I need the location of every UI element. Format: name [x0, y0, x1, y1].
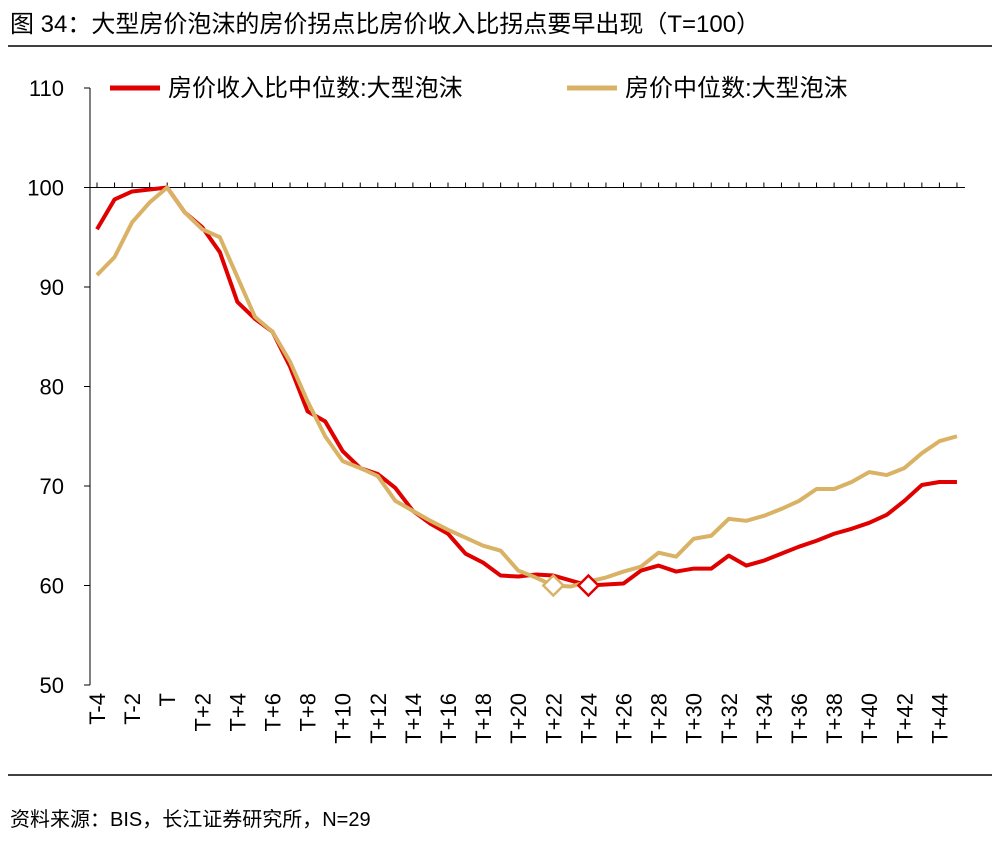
- x-tick-label: T+42: [892, 693, 917, 744]
- x-tick-label: T+28: [647, 693, 672, 744]
- y-tick-label: 90: [40, 275, 64, 300]
- x-tick-label: T+6: [261, 693, 286, 732]
- x-tick-label: T+12: [366, 693, 391, 744]
- chart-title: 图 34：大型房价泡沫的房价拐点比房价收入比拐点要早出现（T=100）: [10, 11, 760, 38]
- y-tick-label: 110: [29, 76, 64, 101]
- x-tick-label: T+20: [506, 693, 531, 744]
- x-tick-label: T+36: [787, 693, 812, 744]
- x-tick-label: T+14: [401, 693, 426, 744]
- x-tick-label: T+32: [717, 693, 742, 744]
- x-tick-label: T-4: [85, 693, 110, 725]
- x-tick-label: T+10: [331, 693, 356, 744]
- x-tick-label: T+44: [927, 693, 952, 744]
- y-tick-label: 60: [40, 574, 64, 599]
- x-tick-label: T+38: [822, 693, 847, 744]
- x-tick-label: T+22: [541, 693, 566, 744]
- y-tick-label: 70: [40, 474, 64, 499]
- x-tick-label: T+24: [576, 693, 601, 744]
- legend-label: 房价中位数:大型泡沫: [625, 75, 848, 102]
- legend-label: 房价收入比中位数:大型泡沫: [168, 75, 463, 102]
- min-marker: [541, 573, 566, 598]
- x-tick-label: T+16: [436, 693, 461, 744]
- x-tick-label: T+34: [752, 693, 777, 744]
- x-tick-label: T-2: [120, 693, 145, 725]
- x-tick-label: T+18: [471, 693, 496, 744]
- source-note: 资料来源：BIS，长江证券研究所，N=29: [10, 808, 371, 831]
- x-tick-label: T+40: [857, 693, 882, 744]
- x-tick-label: T+26: [612, 693, 637, 744]
- x-tick-label: T+2: [190, 693, 215, 732]
- x-tick-label: T+4: [225, 693, 250, 732]
- x-tick-label: T+8: [296, 693, 321, 732]
- x-tick-label: T+30: [682, 693, 707, 744]
- x-tick-label: T: [155, 693, 180, 706]
- y-tick-label: 50: [40, 673, 64, 698]
- min-marker: [576, 573, 601, 598]
- y-tick-label: 80: [40, 375, 64, 400]
- series-line: [95, 185, 958, 589]
- y-tick-label: 100: [27, 176, 64, 201]
